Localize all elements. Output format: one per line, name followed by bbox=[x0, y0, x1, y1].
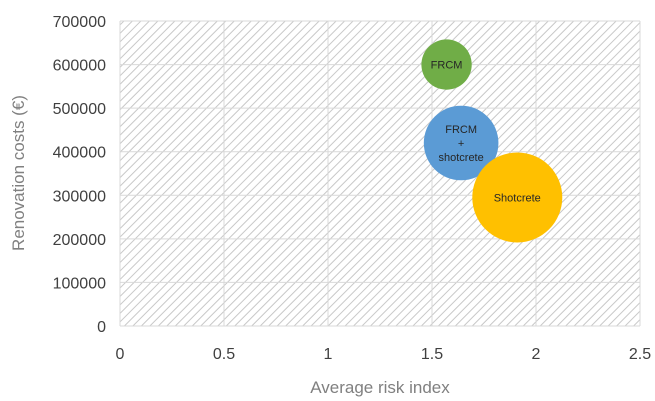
bubble-label: Shotcrete bbox=[494, 192, 541, 204]
plot-area bbox=[120, 21, 640, 326]
bubble-label: FRCM + shotcrete bbox=[438, 124, 483, 164]
y-tick-label: 600000 bbox=[53, 58, 106, 75]
tick-labels: 0 0.5 1 1.5 2 2.5 0 100000 200000 300000 400000 500… bbox=[53, 14, 652, 363]
bubble bbox=[472, 152, 563, 243]
y-tick-label: 100000 bbox=[53, 275, 106, 292]
x-tick-label: 0.5 bbox=[213, 346, 235, 363]
y-tick-label: 300000 bbox=[53, 188, 106, 205]
bubble-label: FRCM bbox=[431, 60, 463, 72]
x-tick-label: 2 bbox=[532, 346, 541, 363]
y-tick-label: 700000 bbox=[53, 14, 106, 31]
bubble bbox=[423, 105, 499, 181]
bubble bbox=[421, 39, 472, 90]
x-tick-label: 1.5 bbox=[421, 346, 443, 363]
x-tick-label: 1 bbox=[324, 346, 333, 363]
x-tick-label: 2.5 bbox=[629, 346, 651, 363]
x-tick-label: 0 bbox=[116, 346, 125, 363]
bubbles: FRCM FRCM + shotcrete Shotcrete bbox=[421, 39, 563, 243]
y-tick-label: 500000 bbox=[53, 101, 106, 118]
y-axis-title: Renovation costs (€) bbox=[9, 95, 28, 251]
y-tick-label: 400000 bbox=[53, 145, 106, 162]
y-tick-label: 200000 bbox=[53, 232, 106, 249]
y-tick-label: 0 bbox=[97, 319, 106, 336]
x-axis-title: Average risk index bbox=[310, 378, 450, 397]
